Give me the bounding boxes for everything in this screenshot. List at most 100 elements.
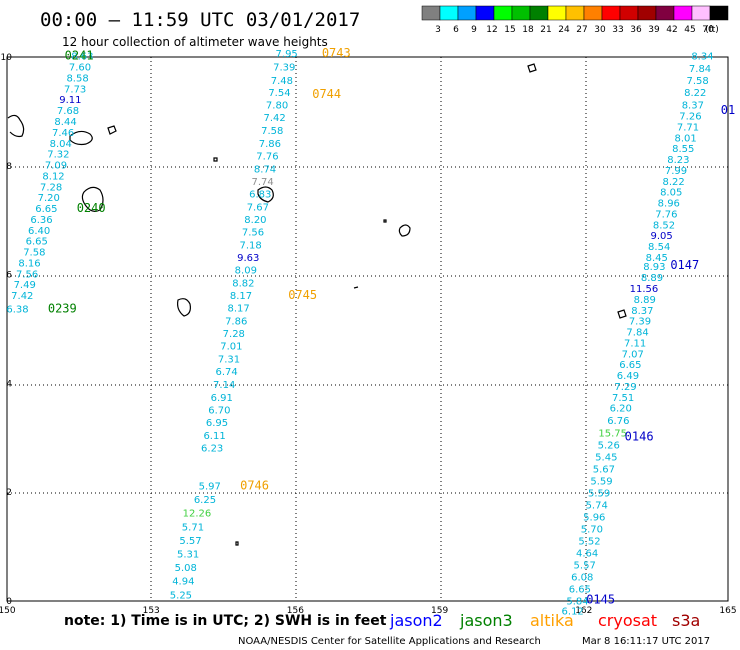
wave-height-value: 5.71 — [182, 522, 204, 533]
y-tick-label: 8 — [6, 162, 12, 172]
legend-swatch — [709, 5, 729, 21]
pass-time-label: 0241 — [65, 49, 94, 63]
island-dot-4 — [235, 541, 239, 546]
wave-height-value: 9.11 — [59, 95, 81, 106]
wave-height-value: 5.25 — [170, 590, 192, 601]
wave-height-value: 7.84 — [626, 328, 648, 339]
wave-height-value: 6.12 — [562, 607, 584, 618]
legend-swatch — [619, 5, 639, 21]
footer-credit: NOAA/NESDIS Center for Satellite Applica… — [238, 636, 541, 647]
wave-height-value: 8.52 — [653, 220, 675, 231]
wave-height-value: 7.11 — [624, 338, 646, 349]
x-tick-label: 153 — [143, 606, 160, 616]
legend-swatch — [547, 5, 567, 21]
wave-height-value: 8.44 — [54, 117, 76, 128]
wave-height-value: 7.29 — [614, 382, 636, 393]
wave-height-value: 5.74 — [586, 501, 608, 512]
pass-time-label: 0744 — [312, 87, 341, 101]
wave-height-value: 7.14 — [213, 380, 235, 391]
wave-height-value: 5.26 — [598, 441, 620, 452]
wave-height-value: 12.26 — [183, 509, 212, 520]
wave-height-value: 8.23 — [667, 155, 689, 166]
wave-height-value: 8.54 — [648, 242, 670, 253]
y-tick-label: 6 — [6, 271, 12, 281]
footer-timestamp: Mar 8 16:11:17 UTC 2017 — [582, 636, 710, 647]
wave-height-value: 7.73 — [64, 84, 86, 95]
wave-height-value: 6.20 — [610, 404, 632, 415]
wave-height-value: 6.08 — [571, 572, 593, 583]
wave-height-value: 7.76 — [256, 151, 278, 162]
wave-height-value: 8.55 — [672, 144, 694, 155]
wave-height-value: 8.58 — [66, 73, 88, 84]
island-small-2 — [527, 63, 537, 73]
wave-height-value: 6.49 — [617, 371, 639, 382]
x-tick-label: 159 — [431, 606, 448, 616]
pass-time-label: 0745 — [288, 288, 317, 302]
wave-height-value: 6.36 — [30, 215, 52, 226]
wave-height-value: 7.28 — [40, 182, 62, 193]
pass-time-label: 0145 — [586, 593, 615, 607]
wave-height-value: 7.86 — [225, 317, 247, 328]
legend-tick: 42 — [666, 25, 677, 35]
wave-height-value: 6.76 — [607, 416, 629, 427]
wave-height-value: 6.40 — [28, 226, 50, 237]
pass-time-label: 0240 — [77, 201, 106, 215]
wave-height-value: 6.38 — [6, 305, 28, 316]
satellite-tracks: 8.637.608.587.739.117.688.447.468.047.32… — [6, 46, 735, 618]
legend-swatch — [511, 5, 531, 21]
x-tick-label: 156 — [287, 606, 304, 616]
wave-height-value: 8.45 — [646, 253, 668, 264]
legend-swatch — [493, 5, 513, 21]
legend-tick: 45 — [684, 25, 695, 35]
wave-height-value: 7.28 — [223, 329, 245, 340]
legend-swatch — [421, 5, 441, 21]
wave-height-value: 5.70 — [581, 524, 603, 535]
legend-tick: 27 — [576, 25, 587, 35]
wave-height-value: 7.74 — [252, 177, 274, 188]
wave-height-value: 5.52 — [578, 536, 600, 547]
wave-height-value: 5.97 — [199, 481, 221, 492]
wave-height-value: 7.07 — [622, 349, 644, 360]
wave-height-value: 5.59 — [590, 477, 612, 488]
y-tick-label: 4 — [6, 379, 12, 389]
grid — [7, 57, 728, 601]
wave-height-value: 8.05 — [660, 188, 682, 199]
wave-height-value: 8.89 — [641, 273, 663, 284]
legend-tick: 6 — [453, 25, 459, 35]
island-pohnpei — [257, 186, 274, 203]
wave-height-value: 8.22 — [684, 88, 706, 99]
wave-height-value: 6.65 — [619, 360, 641, 371]
wave-height-value: 8.63 — [71, 52, 93, 63]
wave-height-value: 6.95 — [206, 418, 228, 429]
page-subtitle: 12 hour collection of altimeter wave hei… — [62, 35, 328, 49]
footer-note: note: 1) Time is in UTC; 2) SWH is in fe… — [64, 613, 387, 629]
legend-swatch — [655, 5, 675, 21]
wave-height-value: 6.65 — [35, 204, 57, 215]
wave-height-value: 7.67 — [247, 202, 269, 213]
wave-height-value: 7.49 — [14, 280, 36, 291]
x-axis-ticks: 150 153 156 159 162 165 — [0, 606, 737, 616]
legend-tick: 15 — [504, 25, 515, 35]
wave-height-value: 7.80 — [266, 101, 288, 112]
wave-height-value: 7.01 — [220, 342, 242, 353]
wave-height-value: 7.18 — [239, 240, 261, 251]
pass-time-label: 0147 — [670, 258, 699, 272]
island-dot-1 — [213, 157, 218, 162]
wave-height-value: 8.16 — [18, 258, 40, 269]
wave-height-value: 8.17 — [227, 304, 249, 315]
wave-height-value: 8.37 — [631, 306, 653, 317]
legend-tick: 70 — [702, 25, 714, 35]
wave-height-value: 7.58 — [23, 248, 45, 259]
island-bougainville-1 — [69, 130, 93, 146]
wave-height-value: 7.58 — [261, 126, 283, 137]
map-frame — [6, 56, 729, 602]
wave-height-value: 5.96 — [583, 512, 605, 523]
wave-height-value: 7.20 — [38, 193, 60, 204]
island-dot-2 — [383, 219, 387, 223]
wave-height-value: 8.12 — [42, 171, 64, 182]
wave-height-value: 6.83 — [249, 189, 271, 200]
wave-height-value: 5.08 — [175, 563, 197, 574]
wave-height-value: 7.68 — [57, 106, 79, 117]
wave-height-value: 6.11 — [203, 431, 225, 442]
wave-height-value: 5.84 — [566, 596, 588, 607]
